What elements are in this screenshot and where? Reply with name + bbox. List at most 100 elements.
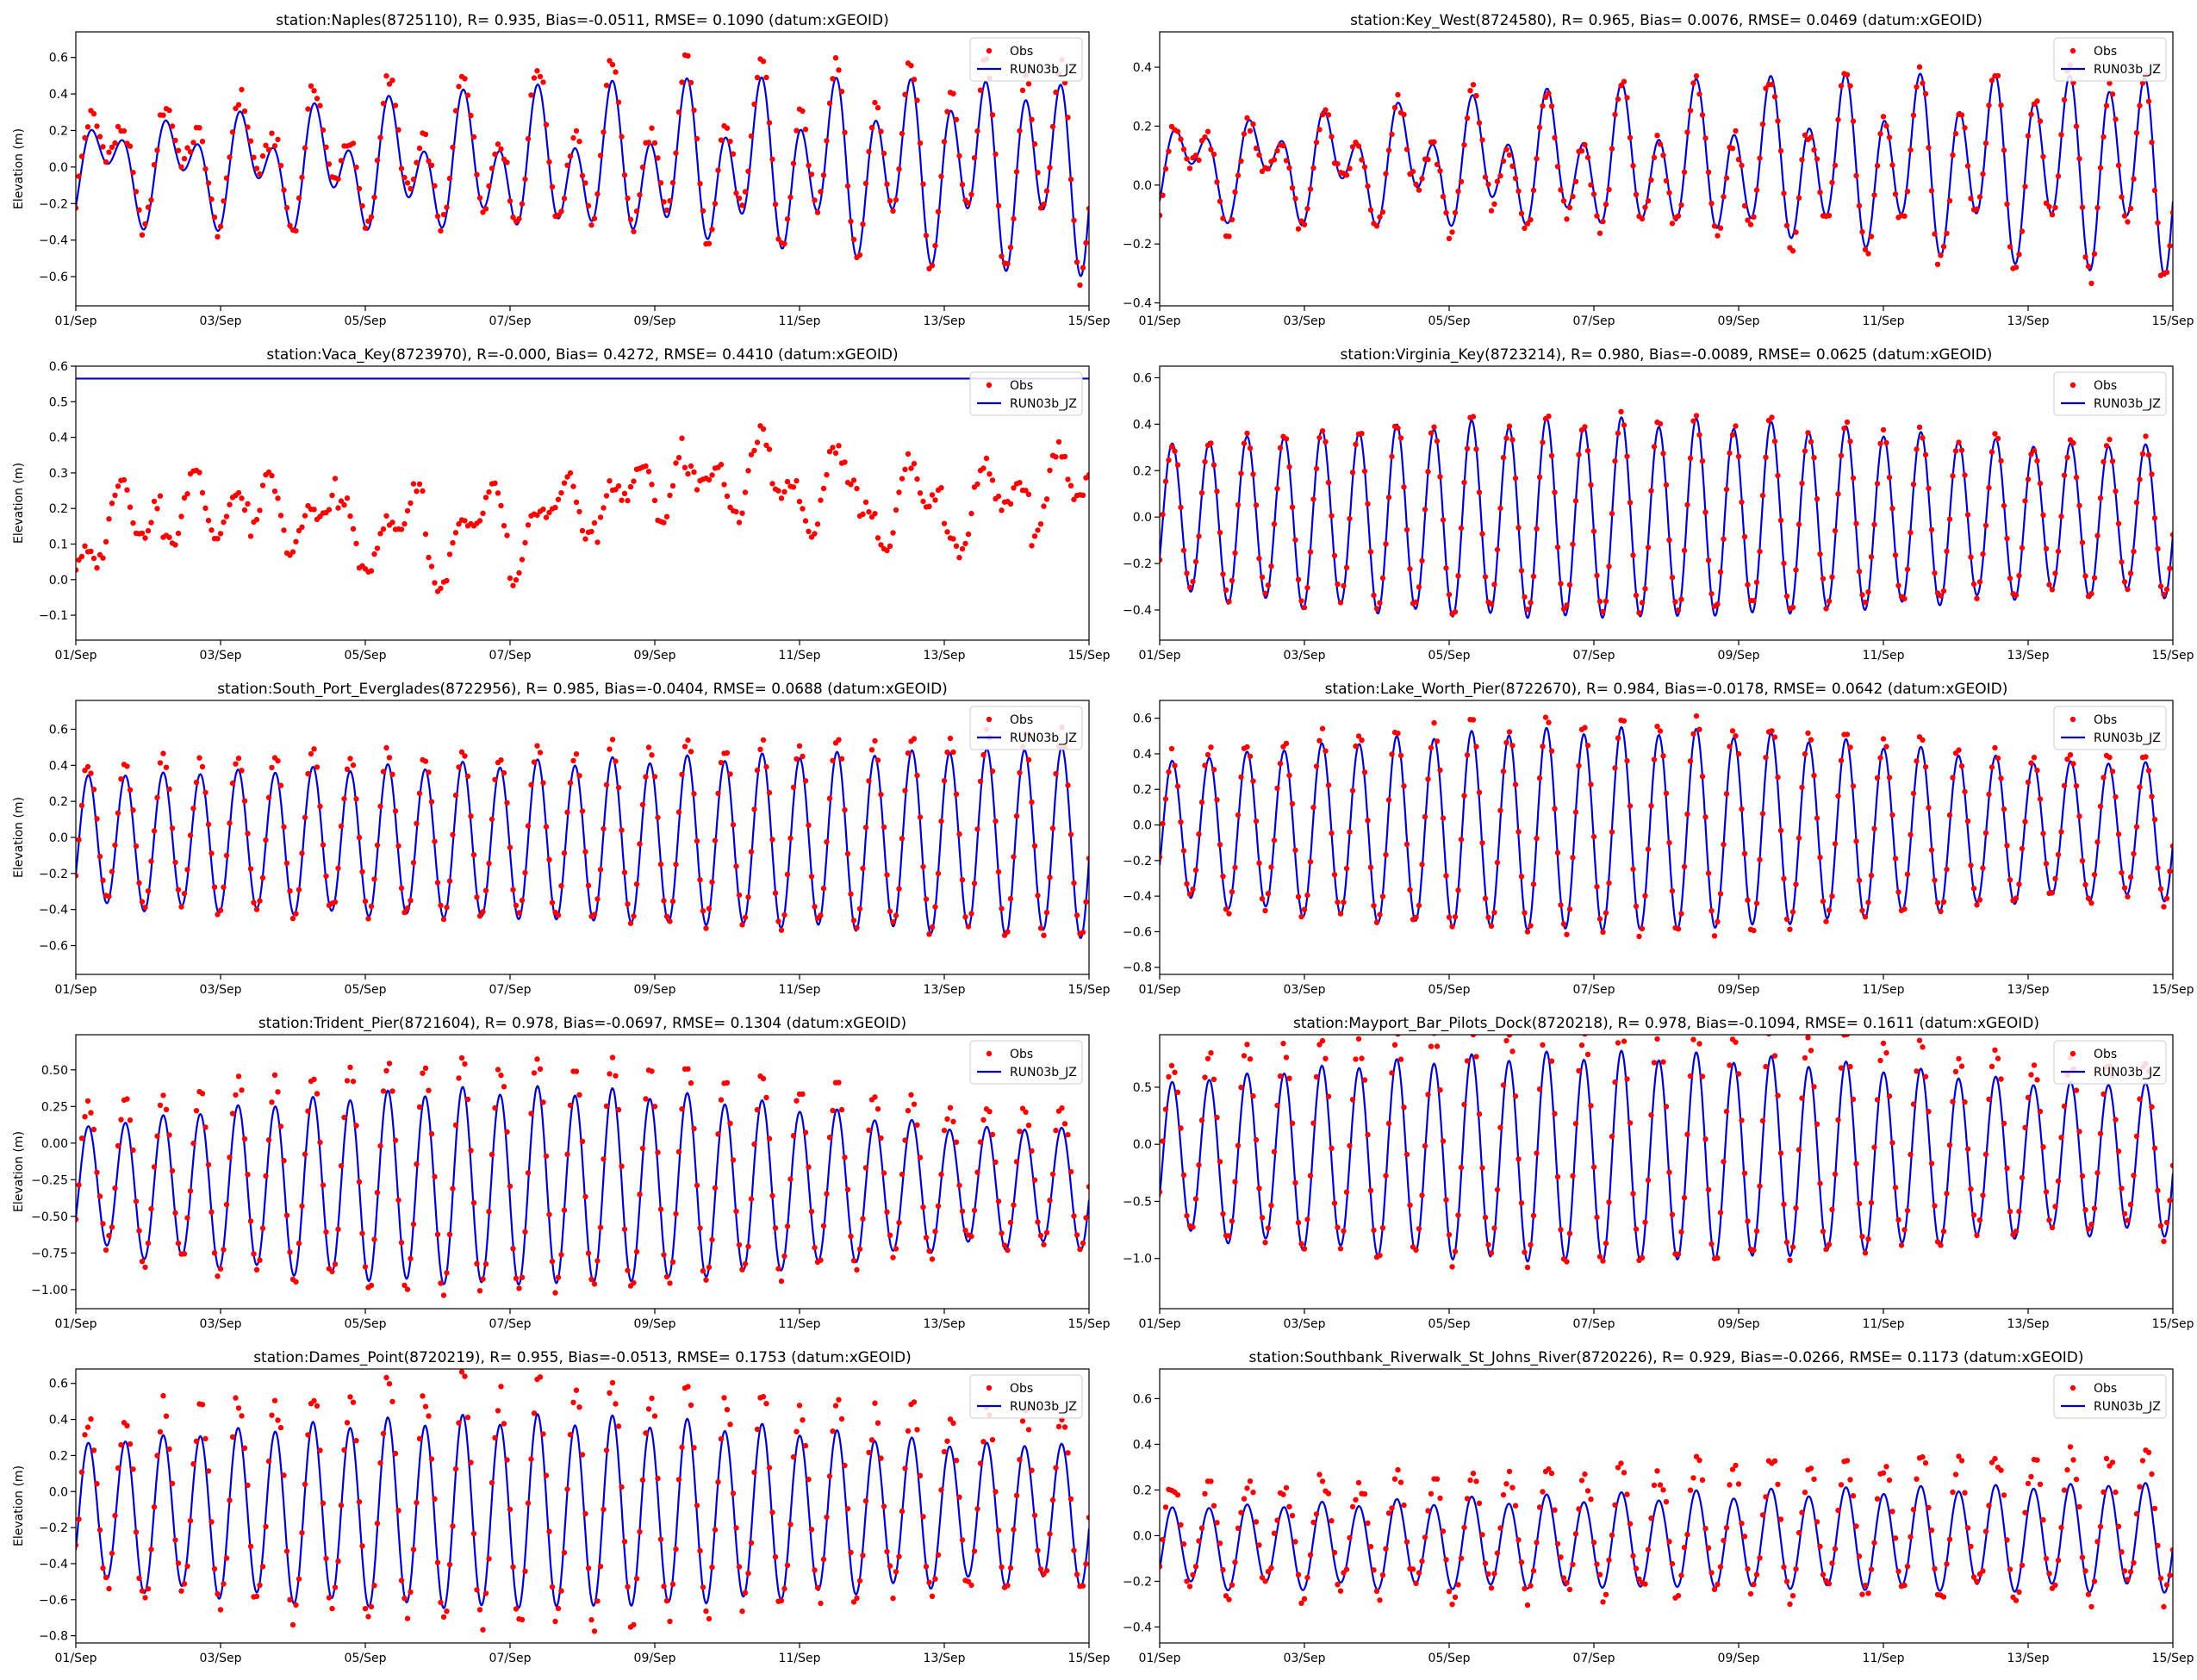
obs-point [223,1201,230,1208]
x-tick-label: 13/Sep [924,1652,966,1665]
obs-point [896,1219,902,1226]
obs-point [603,781,610,788]
obs-point [476,1607,483,1613]
obs-point [1986,1503,1992,1509]
obs-point [1217,1159,1223,1165]
obs-point [552,1290,558,1296]
obs-point [1049,1496,1056,1503]
obs-point [1877,1057,1883,1064]
obs-point [154,506,160,512]
obs-point [573,1387,580,1393]
obs-point [1789,1593,1796,1599]
obs-point [573,128,580,134]
obs-point [1838,1482,1845,1488]
obs-point [1470,717,1477,723]
obs-point [1310,1120,1316,1126]
obs-point [615,483,622,489]
obs-point [715,1131,721,1137]
y-tick-label: −0.6 [39,1594,68,1608]
obs-point [2119,869,2125,876]
obs-point [1946,516,1953,522]
obs-point [685,1384,691,1390]
obs-point [1238,774,1244,781]
obs-point [1011,485,1017,491]
obs-point [561,1207,568,1213]
obs-point [1684,811,1690,818]
obs-point [1699,774,1706,780]
obs-point [444,204,450,210]
obs-point [1609,146,1615,152]
obs-point [2125,1217,2131,1223]
obs-point [836,737,842,743]
obs-point [2163,895,2170,902]
obs-point [1319,1478,1326,1484]
obs-point [1253,1519,1260,1525]
obs-point [1880,736,1887,742]
obs-point [208,850,215,856]
obs-point [2121,1568,2128,1574]
x-tick-label: 11/Sep [779,649,821,663]
obs-point [820,1223,827,1229]
obs-point [2127,570,2134,576]
model-series-line [1160,72,2173,277]
obs-point [1741,1170,1748,1177]
obs-point [1753,1228,1760,1235]
obs-point [1160,854,1163,860]
obs-point [1675,607,1682,613]
obs-point [796,498,803,505]
obs-point [1211,462,1217,468]
obs-point [2131,1559,2137,1566]
obs-point [1244,1042,1250,1048]
obs-point [2022,184,2028,190]
obs-point [751,1469,757,1476]
obs-point [2061,1103,2068,1110]
obs-point [217,1266,224,1272]
obs-point [1265,1225,1272,1231]
x-tick-label: 05/Sep [345,983,387,997]
obs-point [706,1615,713,1622]
x-tick-label: 15/Sep [2152,983,2194,997]
obs-point [1247,1478,1254,1484]
obs-point [374,842,381,849]
x-tick-label: 07/Sep [489,1652,532,1665]
obs-point [621,490,628,496]
obs-point [395,1508,401,1514]
obs-point [920,863,926,870]
obs-point [519,557,526,563]
obs-point [1898,1242,1905,1248]
obs-point [1856,569,1863,575]
obs-point [730,151,737,157]
obs-point [1395,91,1401,98]
obs-point [1178,136,1184,142]
obs-point [766,789,773,796]
x-tick-label: 01/Sep [55,1652,97,1665]
obs-point [1558,187,1564,193]
obs-point [1820,1571,1827,1577]
obs-point [1425,1508,1431,1514]
obs-point [868,747,875,753]
obs-point [1080,492,1086,498]
obs-point [2049,587,2056,593]
obs-point [205,518,212,524]
obs-point [513,576,520,583]
obs-point [217,1607,224,1613]
obs-point [314,96,321,102]
obs-point [1871,1540,1877,1546]
obs-point [1856,202,1863,209]
obs-point [989,1436,996,1443]
obs-point [1708,1570,1715,1576]
obs-point [1859,228,1865,235]
obs-point [655,155,661,161]
obs-point [94,1169,100,1176]
obs-point [1389,1505,1395,1511]
x-tick-label: 13/Sep [2007,1652,2050,1665]
obs-point [283,204,290,211]
obs-point [697,181,703,187]
obs-point [257,898,263,904]
obs-point [808,1209,815,1215]
obs-point [1235,172,1242,178]
obs-point [1980,1192,1986,1198]
obs-point [489,1151,495,1158]
obs-point [1017,1457,1023,1463]
obs-point [890,919,896,925]
